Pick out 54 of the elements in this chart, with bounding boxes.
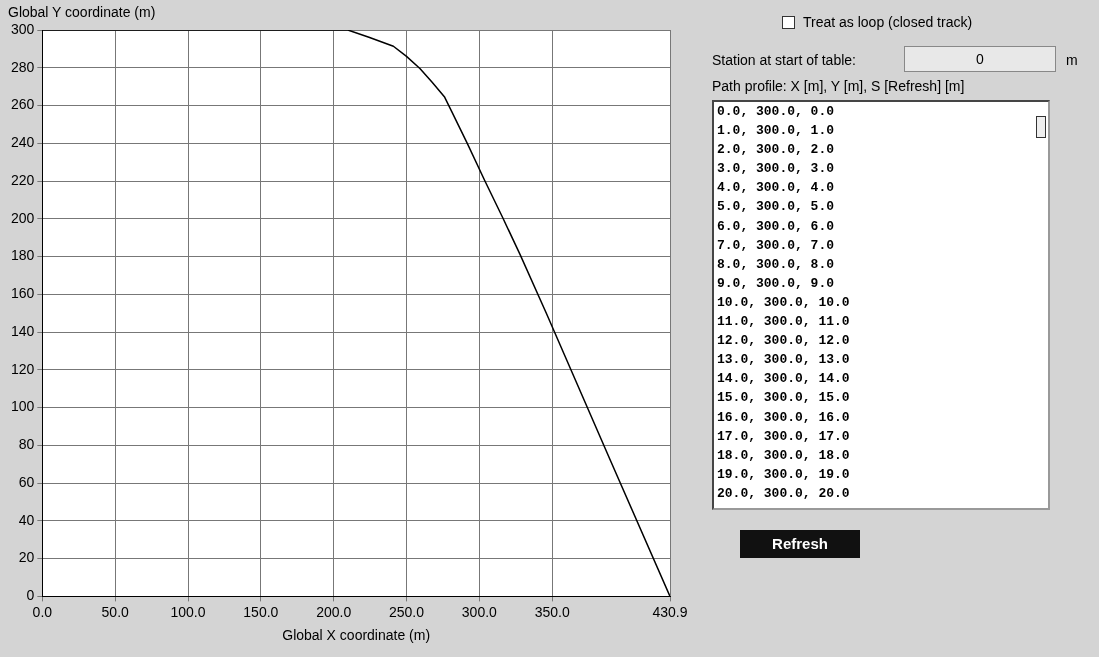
text: 19.0, 300.0, 19.0 bbox=[717, 465, 851, 484]
text: 8.0, 300.0, 8.0 bbox=[717, 255, 836, 274]
y-tick-label: 260 bbox=[11, 96, 35, 113]
y-tick-label: 160 bbox=[11, 285, 35, 302]
x-tick-label: 0.0 bbox=[32, 603, 53, 620]
y-tick-label: 60 bbox=[18, 473, 35, 490]
x-tick-label: 100.0 bbox=[170, 603, 206, 620]
text: 18.0, 300.0, 18.0 bbox=[717, 446, 851, 465]
x-axis-title: Global X coordinate (m) bbox=[282, 627, 431, 644]
text: 20.0, 300.0, 20.0 bbox=[717, 484, 851, 503]
text: 6.0, 300.0, 6.0 bbox=[717, 217, 836, 236]
x-tick-label: 300.0 bbox=[461, 603, 498, 620]
text: 13.0, 300.0, 13.0 bbox=[717, 351, 851, 370]
text: 11.0, 300.0, 11.0 bbox=[717, 313, 851, 332]
text: 4.0, 300.0, 4.0 bbox=[717, 179, 836, 198]
text: 5.0, 300.0, 5.0 bbox=[717, 198, 836, 217]
text: Station at start of table: bbox=[712, 52, 856, 68]
text: 7.0, 300.0, 7.0 bbox=[717, 236, 836, 255]
text: Refresh bbox=[740, 530, 860, 558]
text: 9.0, 300.0, 9.0 bbox=[717, 274, 836, 293]
text: Treat as loop (closed track) bbox=[803, 14, 973, 30]
x-tick-label: 200.0 bbox=[316, 603, 352, 620]
y-tick-label: 40 bbox=[18, 511, 35, 528]
x-tick-label: 250.0 bbox=[388, 603, 425, 620]
text: 14.0, 300.0, 14.0 bbox=[717, 370, 851, 389]
y-tick-label: 140 bbox=[11, 322, 35, 339]
x-tick-label: 430.9 bbox=[652, 603, 688, 620]
y-tick-label: 20 bbox=[18, 549, 35, 566]
text: 0.0, 300.0, 0.0 bbox=[717, 103, 836, 121]
text: 1.0, 300.0, 1.0 bbox=[717, 122, 836, 141]
y-tick-label: 120 bbox=[11, 360, 35, 377]
y-tick-label: 100 bbox=[11, 398, 35, 415]
y-tick-label: 80 bbox=[18, 436, 35, 453]
text: Path profile: X [m], Y [m], S [Refresh] [m] bbox=[712, 78, 965, 94]
y-tick-label: 0 bbox=[26, 587, 35, 604]
text: 17.0, 300.0, 17.0 bbox=[717, 427, 851, 446]
text: 0 bbox=[904, 46, 1056, 72]
text: 10.0, 300.0, 10.0 bbox=[717, 293, 851, 312]
text: 16.0, 300.0, 16.0 bbox=[717, 408, 851, 427]
y-tick-label: 220 bbox=[11, 171, 35, 188]
y-tick-label: 280 bbox=[11, 58, 35, 75]
text: 2.0, 300.0, 2.0 bbox=[717, 141, 836, 160]
y-tick-label: 200 bbox=[11, 209, 35, 226]
text: 12.0, 300.0, 12.0 bbox=[717, 332, 851, 351]
text: m bbox=[1066, 52, 1078, 68]
y-axis-title: Global Y coordinate (m) bbox=[8, 3, 156, 20]
text: 15.0, 300.0, 15.0 bbox=[717, 389, 851, 408]
y-tick-label: 240 bbox=[11, 134, 35, 151]
y-tick-label: 300 bbox=[11, 20, 35, 37]
x-tick-label: 150.0 bbox=[243, 603, 279, 620]
y-tick-label: 180 bbox=[11, 247, 35, 264]
x-tick-label: 50.0 bbox=[101, 603, 130, 620]
text: 3.0, 300.0, 3.0 bbox=[717, 160, 836, 179]
x-tick-label: 350.0 bbox=[534, 603, 570, 620]
